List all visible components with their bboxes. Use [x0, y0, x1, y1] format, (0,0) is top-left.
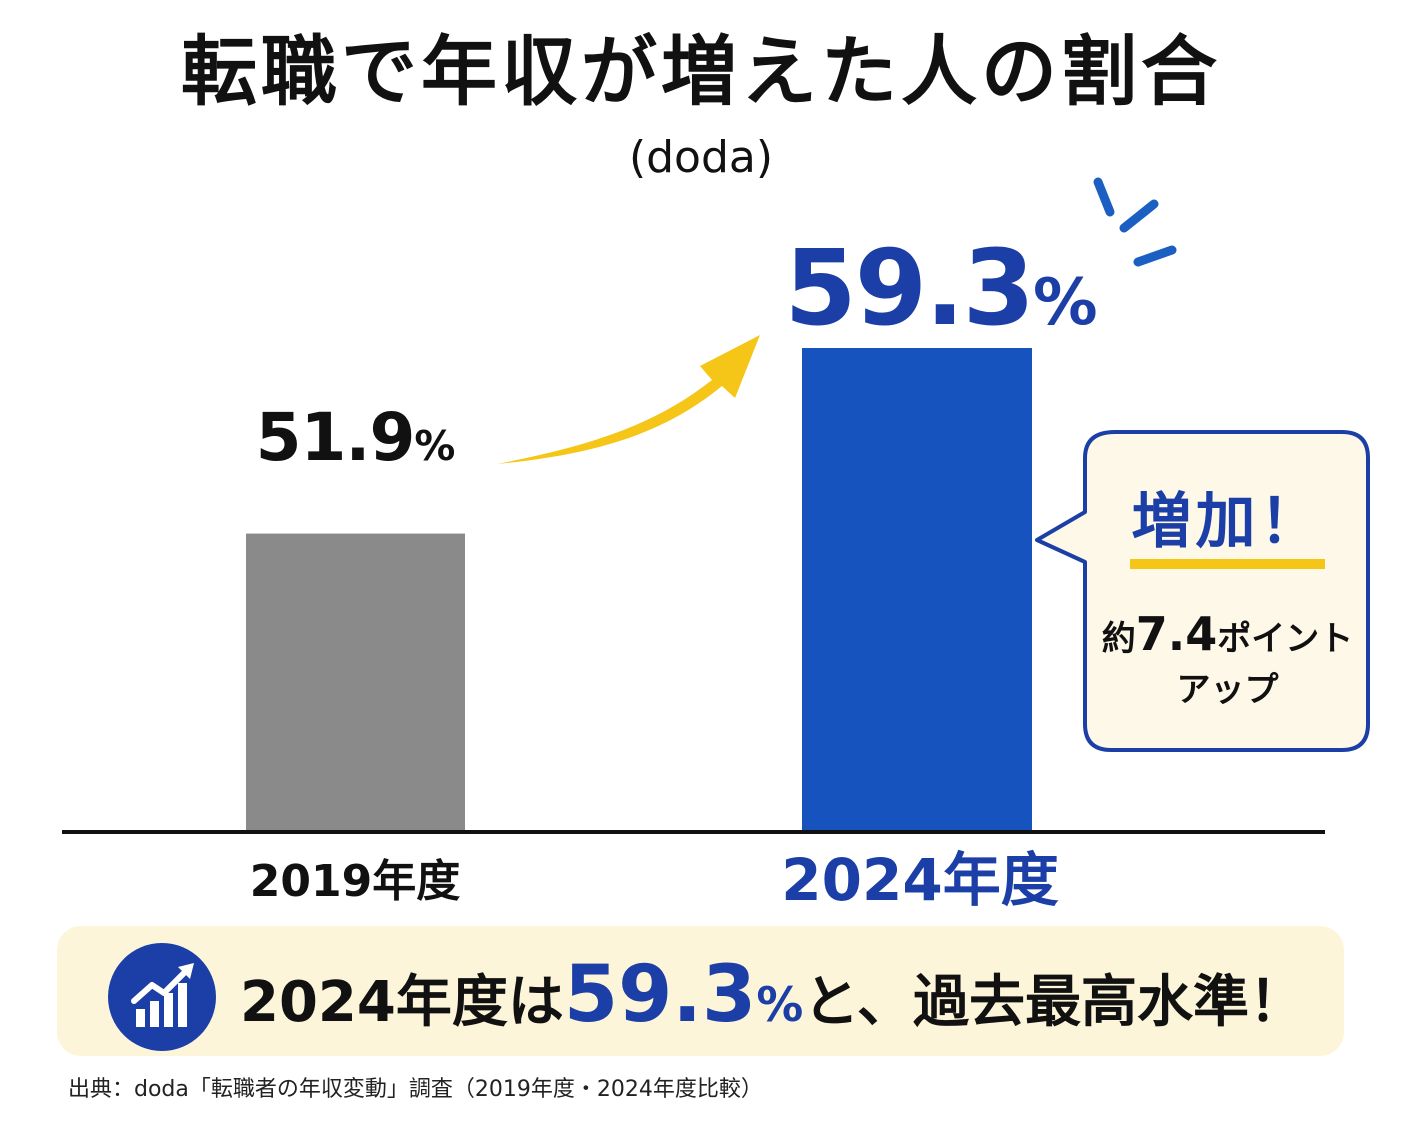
bar-value-label-2024: 59.3%: [784, 227, 1097, 349]
increase-arrow-icon: [497, 335, 760, 464]
chart-title: 転職で年収が増えた人の割合: [181, 27, 1221, 116]
category-label-2019: 2019年度: [249, 856, 461, 907]
summary-banner-text: 2024年度は59.3%と、過去最高水準！: [240, 950, 1305, 1040]
chart-subtitle: (doda): [628, 132, 774, 183]
callout-underline: [1130, 559, 1325, 569]
callout-heading: 増加！: [1131, 487, 1324, 557]
source-note: 出典：doda「転職者の年収変動」調査（2019年度・2024年度比較）: [68, 1077, 763, 1102]
emphasis-lines-icon: [1093, 177, 1177, 267]
summary-banner: [57, 926, 1344, 1056]
callout-bubble: [1035, 430, 1370, 752]
callout-up-line: アップ: [1176, 670, 1279, 710]
bar-value-label-2019: 51.9%: [255, 399, 456, 476]
bar-2019: [246, 533, 465, 832]
callout-points-line: 約7.4ポイント: [1101, 607, 1354, 661]
chart-up-icon: [108, 943, 216, 1051]
bar-2024: [802, 348, 1032, 832]
category-label-2024: 2024年度: [781, 846, 1059, 914]
